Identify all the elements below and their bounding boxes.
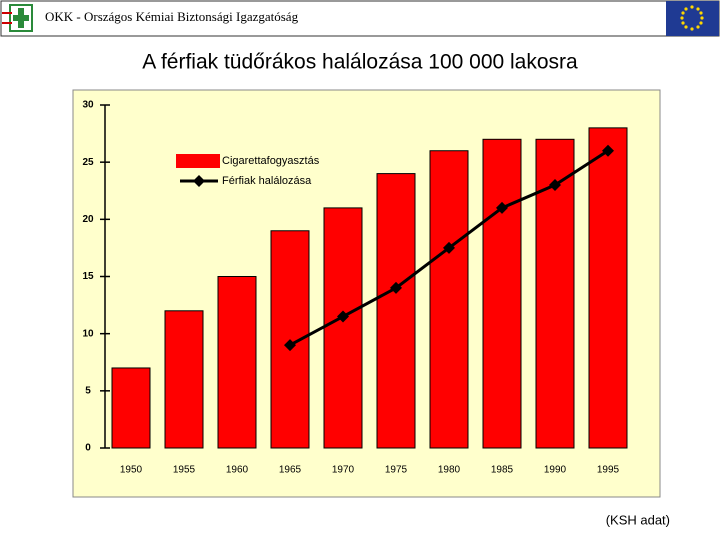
x-tick-label: 1995 bbox=[597, 465, 620, 476]
y-tick-label: 15 bbox=[82, 271, 94, 282]
line-marker bbox=[496, 201, 508, 214]
line-marker bbox=[549, 179, 561, 192]
bar bbox=[429, 150, 469, 449]
bar bbox=[482, 138, 522, 449]
line-marker bbox=[443, 241, 455, 254]
header-text: OKK - Országos Kémiai Biztonsági Igazgat… bbox=[45, 9, 299, 24]
bar bbox=[111, 367, 151, 449]
line-marker bbox=[284, 339, 296, 352]
bar bbox=[164, 310, 204, 449]
legend-label: Férfiak halálozása bbox=[222, 175, 312, 187]
line-marker bbox=[602, 144, 614, 157]
legend-swatch bbox=[193, 175, 205, 187]
x-tick-label: 1960 bbox=[226, 465, 249, 476]
x-tick-label: 1980 bbox=[438, 465, 461, 476]
header-bar bbox=[0, 0, 720, 37]
legend-swatch bbox=[176, 154, 220, 168]
chart-title: A férfiak tüdőrákos halálozása 100 000 l… bbox=[142, 51, 578, 74]
okk-logo bbox=[2, 4, 33, 32]
y-tick-label: 20 bbox=[82, 214, 94, 225]
bar bbox=[323, 207, 363, 449]
y-tick-label: 10 bbox=[82, 328, 94, 339]
source-note: (KSH adat) bbox=[606, 512, 670, 527]
bar bbox=[217, 276, 257, 449]
x-tick-label: 1975 bbox=[385, 465, 408, 476]
y-tick-label: 5 bbox=[85, 385, 91, 396]
y-tick-label: 30 bbox=[82, 100, 94, 111]
legend-label: Cigarettafogyasztás bbox=[222, 155, 320, 167]
x-tick-label: 1950 bbox=[120, 465, 143, 476]
line-marker bbox=[390, 281, 402, 294]
bar bbox=[588, 127, 628, 449]
x-tick-label: 1955 bbox=[173, 465, 196, 476]
line-marker bbox=[337, 310, 349, 323]
x-tick-label: 1985 bbox=[491, 465, 514, 476]
bar bbox=[376, 173, 416, 449]
y-tick-label: 0 bbox=[85, 443, 91, 454]
x-tick-label: 1965 bbox=[279, 465, 302, 476]
eu-flag bbox=[666, 1, 719, 36]
x-tick-label: 1990 bbox=[544, 465, 567, 476]
y-tick-label: 25 bbox=[82, 157, 94, 168]
x-tick-label: 1970 bbox=[332, 465, 355, 476]
